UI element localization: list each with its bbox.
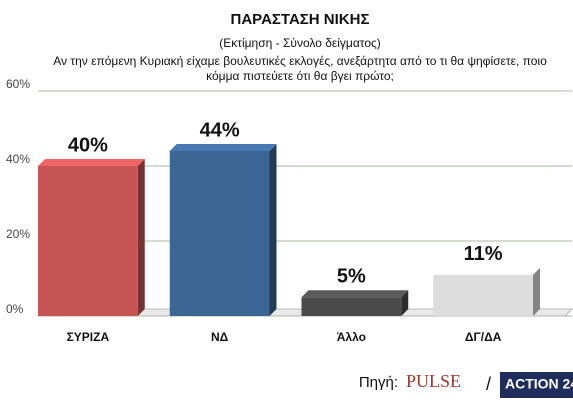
y-tick-label: 20%	[6, 227, 30, 241]
y-tick-label: 0%	[6, 302, 24, 316]
value-label: 40%	[68, 134, 108, 156]
bar-top	[38, 159, 145, 166]
separator: /	[486, 374, 491, 394]
action-logo-bg	[500, 372, 573, 398]
bar	[169, 151, 270, 316]
question-line: Αν την επόμενη Κυριακή είχαμε βουλευτικέ…	[53, 54, 547, 68]
bar-side	[401, 290, 409, 316]
bar-side	[533, 267, 540, 316]
bar-top	[169, 144, 277, 151]
value-label: 5%	[337, 266, 366, 288]
bar-side	[269, 144, 277, 316]
bar	[38, 166, 138, 316]
y-tick-label: 40%	[6, 152, 30, 166]
source-label: Πηγή:	[359, 374, 398, 391]
bar-top	[433, 267, 540, 275]
chart-subtitle: (Εκτίμηση - Σύνολο δείγματος)	[219, 36, 381, 50]
question-line: κόμμα πιστεύετε ότι θα βγει πρώτο;	[206, 69, 394, 83]
x-tick-label: Άλλο	[337, 330, 366, 344]
bar-side	[137, 159, 145, 316]
x-tick-label: ΔΓ/ΔΑ	[465, 330, 502, 344]
pulse-logo: PULSE	[406, 371, 461, 391]
x-tick-label: ΝΔ	[211, 330, 229, 344]
action-logo: ACTION 24	[505, 376, 573, 392]
y-tick-label: 60%	[6, 77, 30, 91]
bar	[433, 274, 533, 316]
bar-top	[301, 290, 409, 298]
value-label: 44%	[200, 119, 240, 141]
chart-title: ΠΑΡΑΣΤΑΣΗ ΝΙΚΗΣ	[231, 11, 370, 28]
chart-body: ΠΑΡΑΣΤΑΣΗ ΝΙΚΗΣ (Εκτίμηση - Σύνολο δείγμ…	[53, 11, 573, 398]
x-tick-label: ΣΥΡΙΖΑ	[67, 330, 110, 344]
bar	[301, 297, 402, 316]
value-label: 11%	[464, 243, 503, 265]
